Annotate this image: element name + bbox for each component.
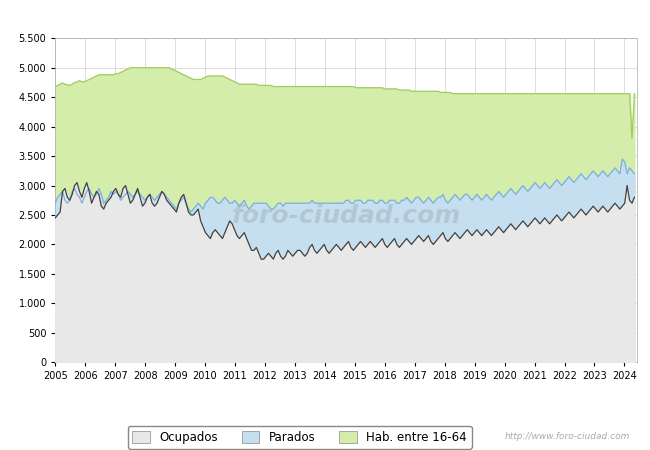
Text: http://www.foro-ciudad.com: http://www.foro-ciudad.com: [505, 432, 630, 441]
Text: foro-ciudad.com: foro-ciudad.com: [231, 204, 461, 229]
Legend: Ocupados, Parados, Hab. entre 16-64: Ocupados, Parados, Hab. entre 16-64: [127, 426, 472, 449]
Text: Villanueva de Castellón - Evolucion de la poblacion en edad de Trabajar Mayo de : Villanueva de Castellón - Evolucion de l…: [84, 12, 566, 22]
